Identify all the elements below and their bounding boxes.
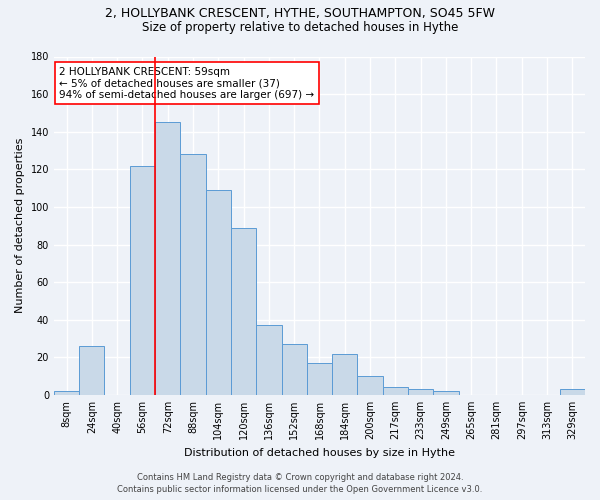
Bar [79, 346, 104, 395]
Bar [231, 228, 256, 395]
Text: 2, HOLLYBANK CRESCENT, HYTHE, SOUTHAMPTON, SO45 5FW: 2, HOLLYBANK CRESCENT, HYTHE, SOUTHAMPTO… [105, 8, 495, 20]
Bar [332, 354, 358, 395]
Bar [307, 363, 332, 395]
Bar [181, 154, 206, 395]
Bar [256, 326, 281, 395]
Bar [54, 391, 79, 395]
Bar [358, 376, 383, 395]
Bar [281, 344, 307, 395]
Bar [408, 390, 433, 395]
Bar [433, 391, 458, 395]
Bar [130, 166, 155, 395]
Bar [383, 388, 408, 395]
Bar [560, 390, 585, 395]
X-axis label: Distribution of detached houses by size in Hythe: Distribution of detached houses by size … [184, 448, 455, 458]
Y-axis label: Number of detached properties: Number of detached properties [15, 138, 25, 314]
Text: Size of property relative to detached houses in Hythe: Size of property relative to detached ho… [142, 22, 458, 35]
Text: 2 HOLLYBANK CRESCENT: 59sqm
← 5% of detached houses are smaller (37)
94% of semi: 2 HOLLYBANK CRESCENT: 59sqm ← 5% of deta… [59, 66, 314, 100]
Bar [155, 122, 181, 395]
Text: Contains HM Land Registry data © Crown copyright and database right 2024.
Contai: Contains HM Land Registry data © Crown c… [118, 472, 482, 494]
Bar [206, 190, 231, 395]
